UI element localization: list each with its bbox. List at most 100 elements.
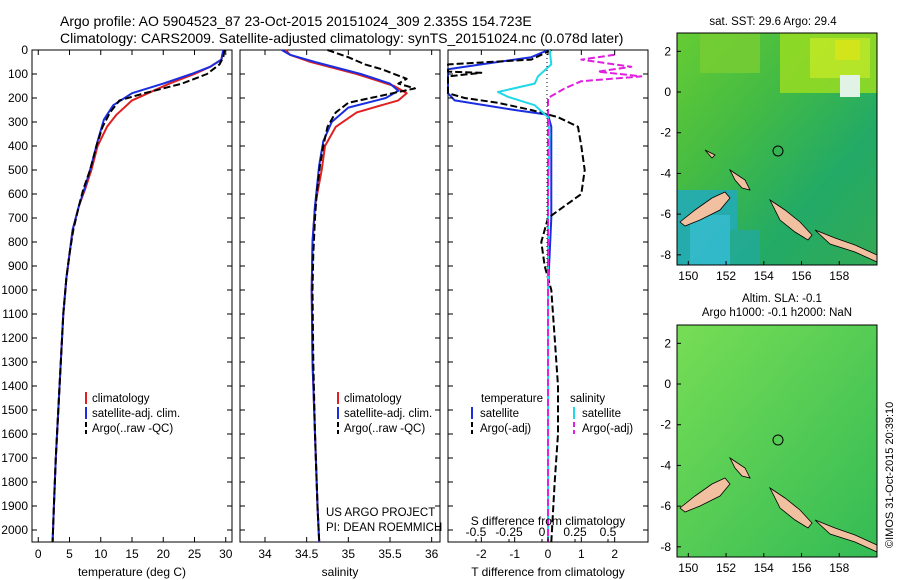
- s-difference-xlabel: S difference from climatology: [471, 514, 626, 528]
- legend-t-satellite: satellite: [480, 408, 519, 420]
- s-tick-label: -0.5: [466, 525, 487, 539]
- x-tick-label: 0: [35, 547, 42, 561]
- series-line-2: [311, 49, 416, 543]
- s-tick-label: 0.25: [563, 525, 587, 539]
- map-lon-label: 152: [716, 269, 736, 283]
- s-tick-label: -0.25: [495, 525, 523, 539]
- map-lat-label: 0: [664, 85, 671, 99]
- depth-tick-label: 1200: [1, 331, 28, 345]
- series-line-2: [51, 49, 226, 543]
- map-lat-label: -4: [660, 166, 671, 180]
- map-lat-label: 2: [664, 336, 671, 350]
- x-tick-label: 35.5: [378, 547, 402, 561]
- x-tick-label: 0: [545, 547, 552, 561]
- x-tick-label: 10: [94, 547, 108, 561]
- legend-s-argo: Argo(-adj): [582, 423, 633, 435]
- depth-tick-label: 200: [8, 91, 28, 105]
- depth-tick-label: 500: [8, 163, 28, 177]
- x-tick-label: 20: [157, 547, 171, 561]
- map-lon-label: 150: [678, 561, 698, 575]
- series-line-1: [51, 49, 225, 543]
- x-tick-label: 15: [125, 547, 139, 561]
- salinity-panel: [239, 49, 441, 543]
- temperature-panel: [31, 49, 233, 543]
- depth-tick-label: 1400: [1, 379, 28, 393]
- temperature-plot: 0 5 10 15 20 25 30: [32, 49, 233, 561]
- x-tick-label: 34.5: [295, 547, 319, 561]
- map-lat-label: -2: [660, 418, 671, 432]
- map-lon-label: 154: [754, 561, 774, 575]
- t-difference-xlabel: T difference from climatology: [471, 565, 625, 579]
- series-line-1: [447, 49, 586, 543]
- imos-credit: ©IMOS 31-Oct-2015 20:39:10: [884, 402, 896, 548]
- legend-temperature-heading: temperature: [481, 393, 543, 405]
- map-lat-label: 0: [664, 377, 671, 391]
- temperature-xlabel: temperature (deg C): [78, 565, 186, 579]
- sla-map: [676, 324, 878, 558]
- x-tick-label: -2: [476, 547, 487, 561]
- series-line-2: [497, 49, 553, 542]
- x-tick-label: 25: [188, 547, 202, 561]
- map-lat-label: -8: [660, 540, 671, 554]
- depth-tick-label: 900: [8, 259, 28, 273]
- pi-credit: PI: DEAN ROEMMICH: [326, 522, 442, 534]
- series-line-0: [285, 49, 408, 543]
- sla-map-title: Altim. SLA: -0.1: [742, 293, 822, 305]
- legend-argo: Argo(..raw -QC): [344, 423, 425, 435]
- depth-axis: 0 100 200 300 400 500 600 700 800 900 1000 1100 1200…: [1, 43, 28, 537]
- x-tick-label: 34: [258, 547, 272, 561]
- sla-map-subtitle: Argo h1000: -0.1 h2000: NaN: [702, 307, 852, 319]
- x-tick-label: 2: [611, 547, 618, 561]
- s-tick-label: 0: [539, 525, 546, 539]
- x-tick-label: 36: [425, 547, 439, 561]
- depth-tick-label: 1600: [1, 427, 28, 441]
- depth-tick-label: 100: [8, 67, 28, 81]
- series-line-0: [447, 49, 553, 542]
- map-lat-label: -6: [660, 499, 671, 513]
- legend-satellite-adj: satellite-adj. clim.: [344, 408, 432, 420]
- map-lat-label: -6: [660, 207, 671, 221]
- sst-map: [676, 32, 878, 266]
- map-lon-label: 156: [792, 561, 812, 575]
- legend-argo: Argo(..raw -QC): [92, 423, 173, 435]
- map-lon-label: 158: [829, 269, 849, 283]
- legend-climatology: climatology: [344, 393, 402, 405]
- depth-tick-label: 1100: [2, 307, 28, 321]
- x-tick-label: 30: [219, 547, 233, 561]
- salinity-legend: climatology satellite-adj. clim. Argo(..…: [337, 392, 432, 435]
- map-lon-label: 158: [829, 561, 849, 575]
- depth-tick-label: 0: [21, 43, 28, 57]
- series-line-3: [547, 53, 643, 542]
- legend-climatology: climatology: [92, 393, 150, 405]
- depth-tick-label: 700: [8, 211, 28, 225]
- figure-title-line1: Argo profile: AO 5904523_87 23-Oct-2015 …: [60, 13, 532, 29]
- legend-t-argo: Argo(-adj): [480, 423, 531, 435]
- map-lon-label: 156: [792, 269, 812, 283]
- x-tick-label: -1: [509, 547, 520, 561]
- map-lat-label: 2: [664, 44, 671, 58]
- map-lat-label: -4: [660, 458, 671, 472]
- depth-tick-label: 300: [8, 115, 28, 129]
- sst-map-title: sat. SST: 29.6 Argo: 29.4: [709, 16, 837, 28]
- s-tick-label: 0.5: [600, 525, 617, 539]
- figure-title-line2: Climatology: CARS2009. Satellite-adjuste…: [60, 30, 623, 46]
- difference-plot: -2 -1 0 1 2 -0.5 -0.25 0 0.25 0.5: [447, 49, 648, 561]
- depth-tick-label: 1000: [1, 283, 28, 297]
- depth-tick-label: 1500: [1, 403, 28, 417]
- salinity-plot: 34 34.5 35 35.5 36: [240, 49, 440, 561]
- map-lon-label: 152: [716, 561, 736, 575]
- depth-tick-label: 800: [8, 235, 28, 249]
- project-credit: US ARGO PROJECT: [326, 507, 435, 519]
- x-tick-label: 35: [342, 547, 356, 561]
- x-tick-label: 1: [578, 547, 585, 561]
- depth-tick-label: 1700: [1, 451, 28, 465]
- temperature-legend: climatology satellite-adj. clim. Argo(..…: [85, 392, 180, 435]
- difference-legend: temperature salinity satellite Argo(-adj…: [471, 393, 633, 435]
- map-axes: 2 0 -2 -4 -6 -8 150 152 154 156 158 2 0 -2 -4 -6 -8 150 15…: [660, 44, 849, 575]
- map-lon-label: 154: [754, 269, 774, 283]
- depth-tick-label: 400: [8, 139, 28, 153]
- legend-satellite-adj: satellite-adj. clim.: [92, 408, 180, 420]
- depth-tick-label: 1300: [1, 355, 28, 369]
- depth-tick-label: 2000: [1, 523, 28, 537]
